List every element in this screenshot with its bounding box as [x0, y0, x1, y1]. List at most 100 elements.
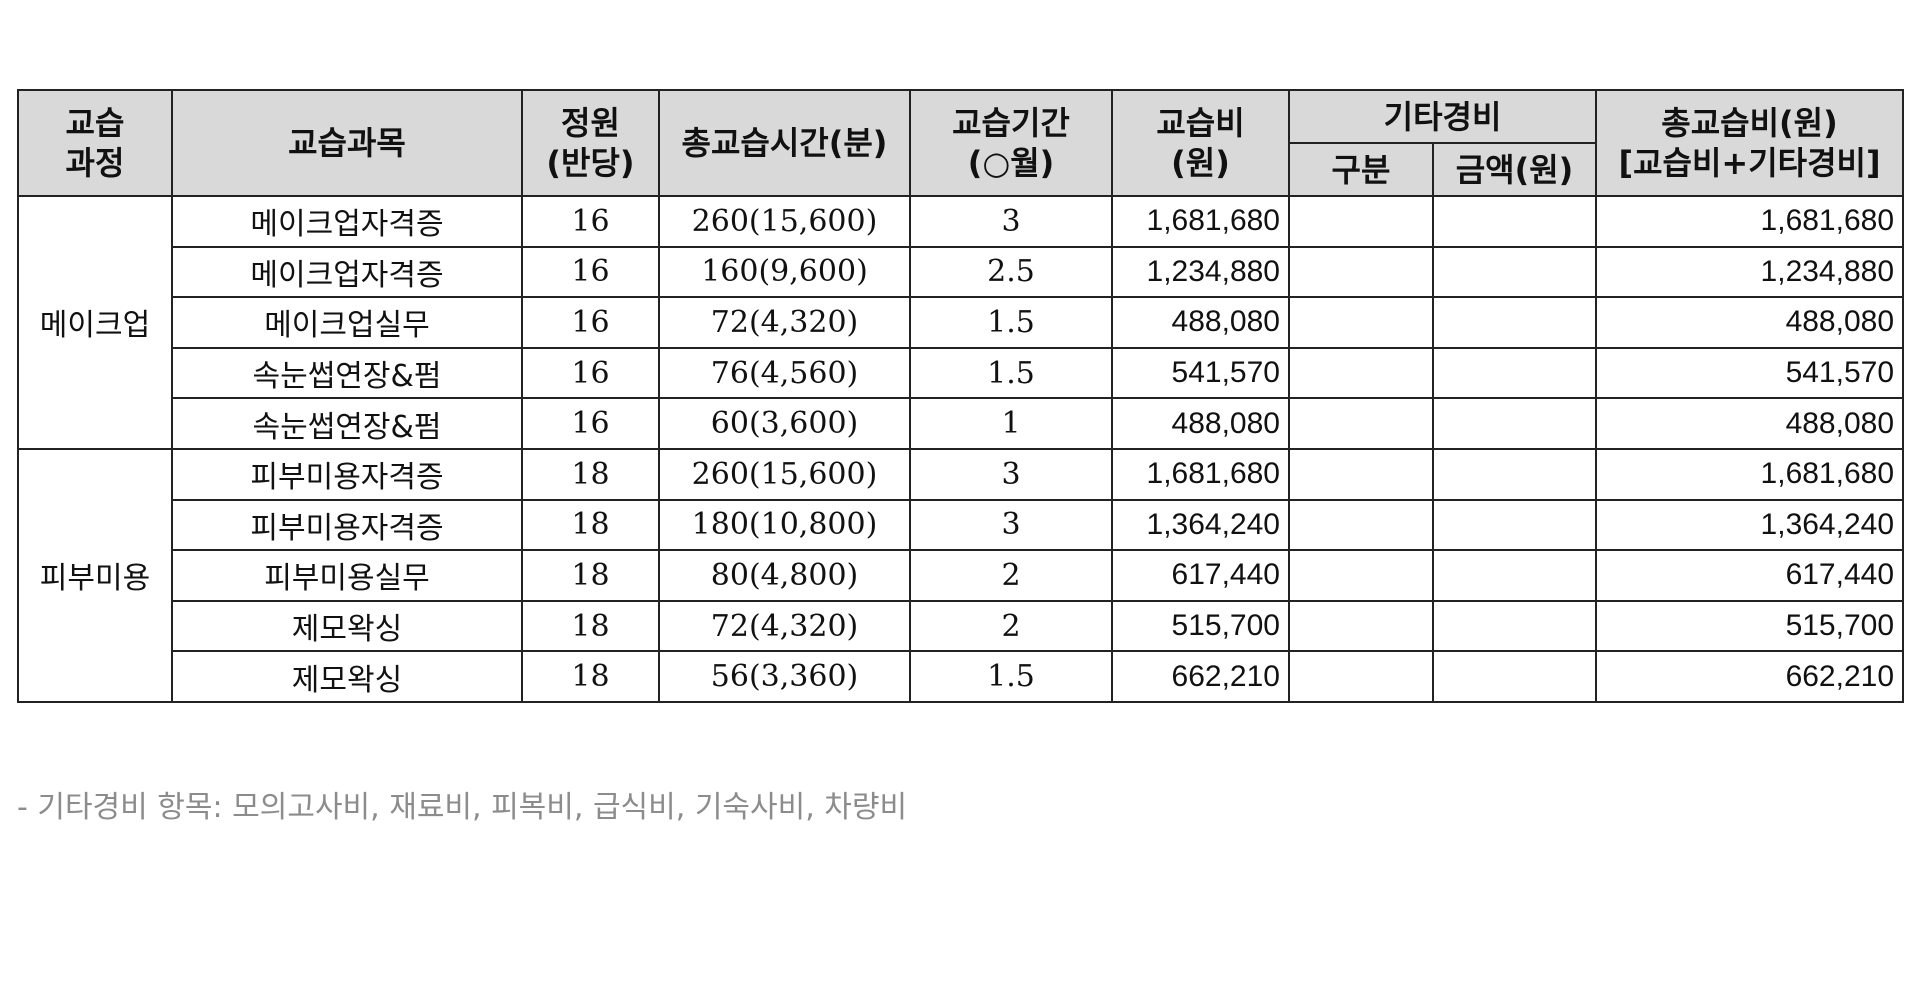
header-capacity-line1: 정원	[561, 104, 620, 142]
header-total-fee-line2: [교습비+기타경비]	[1618, 144, 1881, 182]
header-period: 교습기간 (○월)	[909, 89, 1113, 197]
capacity-cell: 16	[521, 397, 660, 450]
table-row: 메이크업 메이크업자격증 16 260(15,600) 3 1,681,680 …	[17, 195, 1905, 450]
hours-cell: 72(4,320)	[658, 296, 911, 349]
hours-cell: 72(4,320)	[658, 599, 911, 653]
total-fee-cell: 1,681,680	[1595, 195, 1905, 248]
hours-cell: 80(4,800)	[658, 549, 911, 602]
other-amount-cell	[1431, 195, 1598, 248]
header-other-expenses: 기타경비	[1287, 89, 1598, 144]
hours-cell: 76(4,560)	[658, 346, 911, 400]
period-cell: 2	[909, 599, 1113, 653]
fee-cell: 1,234,880	[1111, 245, 1290, 299]
header-total-fee-line1: 총교습비(원)	[1661, 104, 1838, 142]
other-amount-cell	[1431, 346, 1598, 400]
other-amount-cell	[1431, 599, 1598, 653]
period-cell: 1.5	[909, 346, 1113, 400]
other-type-cell	[1288, 599, 1434, 653]
other-amount-cell	[1431, 245, 1598, 299]
fee-cell: 515,700	[1111, 599, 1290, 653]
other-type-cell	[1288, 498, 1434, 552]
subject-cell: 메이크업자격증	[171, 245, 523, 299]
header-period-line2: (○월)	[967, 144, 1055, 182]
table-body: 메이크업 메이크업자격증 16 260(15,600) 3 1,681,680 …	[17, 195, 1905, 703]
other-amount-cell	[1431, 296, 1598, 349]
table-row: 메이크업실무 16 72(4,320) 1.5 488,080 488,080	[18, 296, 1905, 349]
other-amount-cell	[1431, 447, 1598, 501]
fee-cell: 1,681,680	[1111, 195, 1290, 248]
total-fee-cell: 1,364,240	[1595, 498, 1905, 552]
other-amount-cell	[1431, 549, 1598, 602]
table-row: 피부미용실무 18 80(4,800) 2 617,440 617,440	[18, 549, 1905, 602]
period-cell: 1.5	[909, 296, 1113, 349]
table-row: 피부미용자격증 18 180(10,800) 3 1,364,240 1,364…	[18, 498, 1905, 552]
header-other-type: 구분	[1288, 142, 1434, 197]
table-row: 피부미용 피부미용자격증 18 260(15,600) 3 1,681,680 …	[17, 447, 1905, 703]
total-fee-cell: 662,210	[1595, 650, 1905, 703]
header-course-line1: 교습	[65, 104, 125, 142]
tuition-fee-table: 교습 과정 교습과목 정원 (반당) 총교습시간(분) 교습기간 (○월) 교습…	[17, 89, 1905, 703]
course-cell-skincare: 피부미용	[17, 447, 173, 703]
fee-cell: 488,080	[1111, 296, 1290, 349]
capacity-cell: 18	[521, 498, 660, 552]
other-type-cell	[1288, 296, 1434, 349]
total-fee-cell: 488,080	[1595, 397, 1905, 450]
subject-cell: 피부미용실무	[171, 549, 523, 602]
period-cell: 1.5	[909, 650, 1113, 703]
subject-cell: 제모왁싱	[171, 650, 523, 703]
total-fee-cell: 1,234,880	[1595, 245, 1905, 299]
period-cell: 2.5	[909, 245, 1113, 299]
total-fee-cell: 515,700	[1595, 599, 1905, 653]
capacity-cell: 18	[521, 549, 660, 602]
header-fee-line1: 교습비	[1156, 104, 1245, 142]
fee-cell: 662,210	[1111, 650, 1290, 703]
fee-cell: 1,364,240	[1111, 498, 1290, 552]
total-fee-cell: 488,080	[1595, 296, 1905, 349]
hours-cell: 56(3,360)	[658, 650, 911, 703]
header-total-fee: 총교습비(원) [교습비+기타경비]	[1595, 89, 1905, 197]
period-cell: 3	[909, 447, 1113, 501]
capacity-cell: 18	[521, 650, 660, 703]
subject-cell: 메이크업자격증	[171, 195, 523, 248]
fee-cell: 541,570	[1111, 346, 1290, 400]
total-fee-cell: 1,681,680	[1595, 447, 1905, 501]
header-capacity: 정원 (반당)	[521, 89, 660, 197]
capacity-cell: 16	[521, 296, 660, 349]
other-amount-cell	[1431, 650, 1598, 703]
header-fee: 교습비 (원)	[1111, 89, 1290, 197]
hours-cell: 160(9,600)	[658, 245, 911, 299]
header-other-amount: 금액(원)	[1431, 142, 1598, 197]
subject-cell: 속눈썹연장&펌	[171, 346, 523, 400]
other-type-cell	[1288, 195, 1434, 248]
header-subject: 교습과목	[171, 89, 523, 197]
subject-cell: 메이크업실무	[171, 296, 523, 349]
table-header: 교습 과정 교습과목 정원 (반당) 총교습시간(분) 교습기간 (○월) 교습…	[17, 89, 1905, 197]
fee-cell: 488,080	[1111, 397, 1290, 450]
table-row: 제모왁싱 18 56(3,360) 1.5 662,210 662,210	[18, 650, 1905, 703]
table-row: 제모왁싱 18 72(4,320) 2 515,700 515,700	[18, 599, 1905, 653]
header-capacity-line2: (반당)	[546, 144, 635, 182]
table-row: 메이크업자격증 16 160(9,600) 2.5 1,234,880 1,23…	[18, 245, 1905, 299]
fee-cell: 617,440	[1111, 549, 1290, 602]
total-fee-cell: 617,440	[1595, 549, 1905, 602]
other-expenses-note: - 기타경비 항목: 모의고사비, 재료비, 피복비, 급식비, 기숙사비, 차…	[17, 790, 908, 825]
subject-cell: 피부미용자격증	[171, 498, 523, 552]
capacity-cell: 16	[521, 346, 660, 400]
header-total-hours: 총교습시간(분)	[658, 89, 911, 197]
table-row: 속눈썹연장&펌 16 76(4,560) 1.5 541,570 541,570	[18, 346, 1905, 400]
period-cell: 1	[909, 397, 1113, 450]
hours-cell: 260(15,600)	[658, 195, 911, 248]
header-course: 교습 과정	[17, 89, 173, 197]
header-fee-line2: (원)	[1171, 144, 1230, 182]
capacity-cell: 16	[521, 195, 660, 248]
header-period-line1: 교습기간	[952, 104, 1070, 142]
period-cell: 3	[909, 195, 1113, 248]
other-type-cell	[1288, 245, 1434, 299]
header-course-line2: 과정	[65, 144, 125, 182]
course-cell-makeup: 메이크업	[17, 195, 173, 450]
other-type-cell	[1288, 397, 1434, 450]
other-amount-cell	[1431, 498, 1598, 552]
hours-cell: 60(3,600)	[658, 397, 911, 450]
capacity-cell: 18	[521, 599, 660, 653]
fee-cell: 1,681,680	[1111, 447, 1290, 501]
